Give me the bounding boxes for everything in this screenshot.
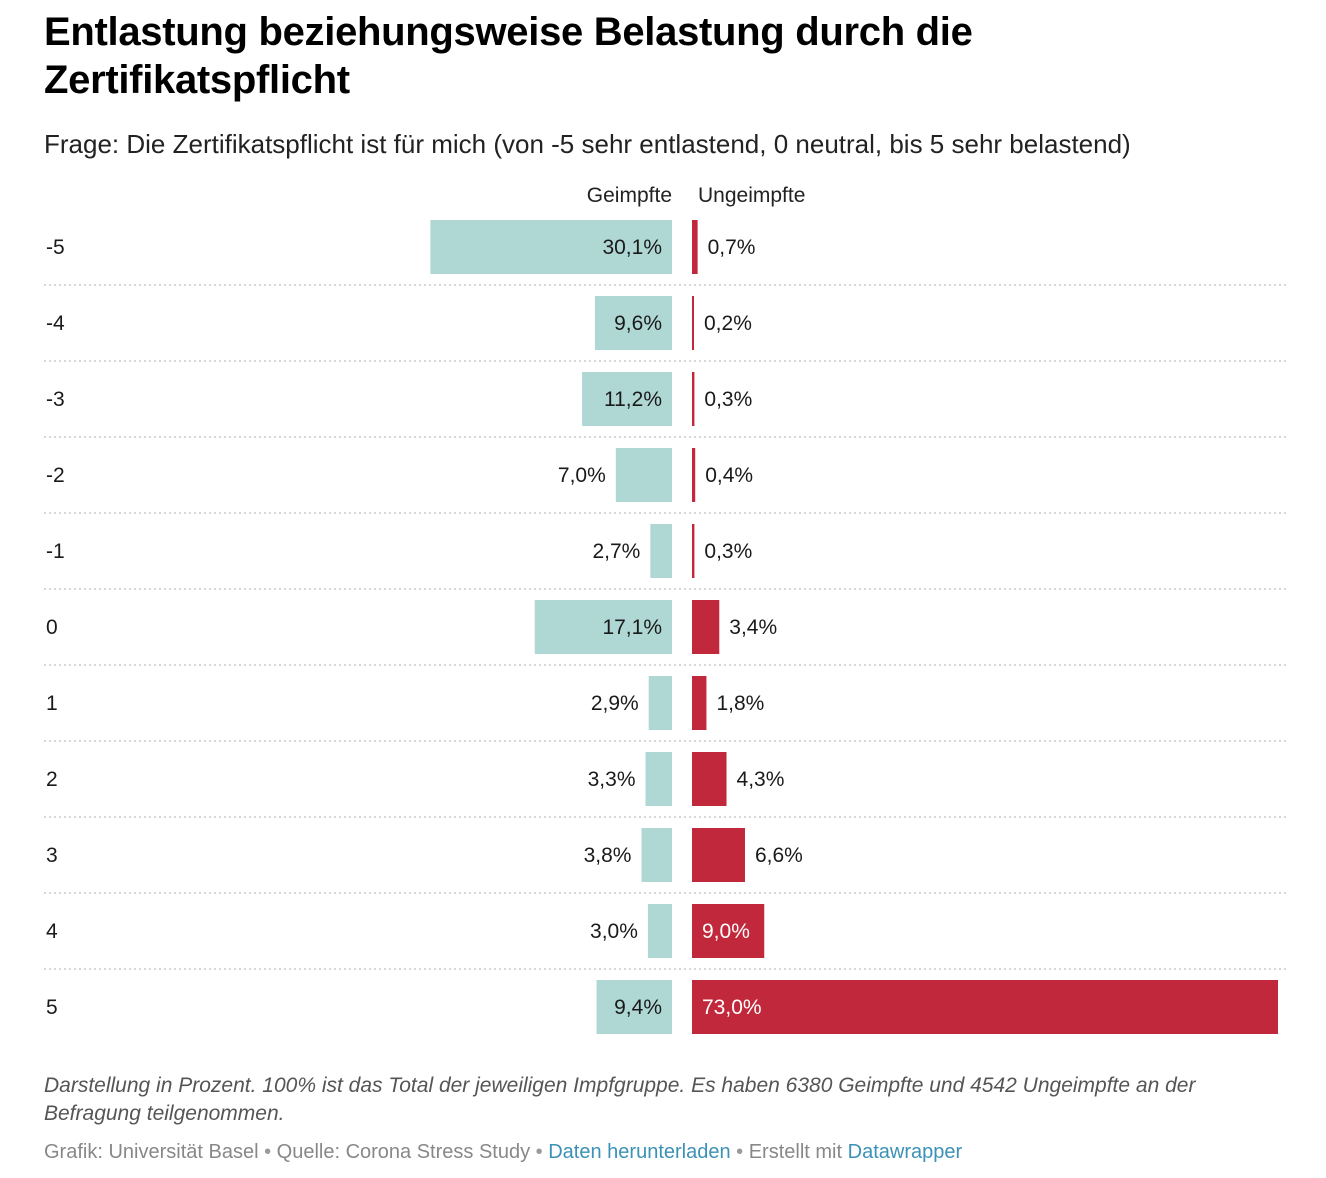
value-label-geimpfte: 30,1% (602, 236, 662, 259)
series-header-ungeimpfte: Ungeimpfte (698, 184, 806, 207)
bar-geimpfte (650, 524, 672, 578)
bar-geimpfte (615, 448, 672, 502)
chart-footer: Grafik: Universität Basel • Quelle: Coro… (44, 1138, 1294, 1166)
category-label: 5 (46, 996, 58, 1019)
credit-quelle: Quelle: Corona Stress Study (276, 1141, 531, 1163)
bar-ungeimpfte (692, 372, 695, 426)
value-label-ungeimpfte: 0,7% (708, 236, 756, 259)
category-label: 4 (46, 920, 58, 943)
value-label-ungeimpfte: 0,3% (704, 540, 752, 563)
footer-separator: • (530, 1141, 549, 1163)
value-label-ungeimpfte: 9,0% (702, 920, 750, 943)
bar-geimpfte (582, 372, 672, 426)
value-label-geimpfte: 2,7% (592, 540, 640, 563)
bar-ungeimpfte (692, 980, 1278, 1034)
value-label-geimpfte: 2,9% (591, 692, 639, 715)
bar-ungeimpfte (692, 220, 698, 274)
category-label: -4 (46, 312, 65, 335)
credit-erstellt: Erstellt mit (748, 1141, 848, 1163)
bar-geimpfte (648, 676, 672, 730)
value-label-geimpfte: 3,0% (590, 920, 638, 943)
bar-ungeimpfte (692, 600, 720, 654)
value-label-ungeimpfte: 3,4% (729, 616, 777, 639)
category-label: -2 (46, 464, 65, 487)
value-label-geimpfte: 9,4% (614, 996, 662, 1019)
value-label-ungeimpfte: 0,3% (704, 388, 752, 411)
bar-ungeimpfte (692, 524, 695, 578)
bar-chart: -5 30,1% 0,7% -4 9,6% 0,2% -3 11,2% 0,3% -2 7,0% 0,… (44, 220, 1286, 1034)
footer-separator: • (730, 1141, 749, 1163)
series-header-geimpfte: Geimpfte (586, 184, 672, 207)
chart-subtitle: Frage: Die Zertifikatspflicht ist für mi… (44, 129, 1131, 159)
category-label: 1 (46, 692, 58, 715)
bar-ungeimpfte (692, 828, 745, 882)
bar-ungeimpfte (692, 676, 707, 730)
bar-geimpfte (596, 980, 672, 1034)
credit-grafik: Grafik: Universität Basel (44, 1141, 259, 1163)
value-label-ungeimpfte: 0,4% (705, 464, 753, 487)
value-label-ungeimpfte: 0,2% (704, 312, 752, 335)
bar-ungeimpfte (692, 448, 696, 502)
bar-geimpfte (647, 904, 672, 958)
datawrapper-link[interactable]: Datawrapper (847, 1141, 963, 1163)
bar-geimpfte (645, 752, 672, 806)
bar-geimpfte (594, 296, 672, 350)
chart-notes: Darstellung in Prozent. 100% ist das Tot… (44, 1074, 1196, 1125)
bar-ungeimpfte (692, 752, 727, 806)
value-label-ungeimpfte: 6,6% (755, 844, 803, 867)
bar-ungeimpfte (692, 904, 765, 958)
bar-ungeimpfte (692, 296, 694, 350)
category-label: -5 (46, 236, 65, 259)
category-label: -1 (46, 540, 65, 563)
bar-geimpfte (430, 220, 672, 274)
value-label-geimpfte: 11,2% (604, 388, 662, 411)
bar-geimpfte (534, 600, 672, 654)
download-data-link[interactable]: Daten herunterladen (548, 1141, 731, 1163)
value-label-geimpfte: 7,0% (558, 464, 606, 487)
chart-title: Entlastung beziehungsweise Belastung dur… (44, 10, 973, 102)
bar-geimpfte (641, 828, 672, 882)
category-label: 0 (46, 616, 58, 639)
value-label-ungeimpfte: 1,8% (716, 692, 764, 715)
category-label: 3 (46, 844, 58, 867)
category-label: 2 (46, 768, 58, 791)
footer-separator: • (258, 1141, 277, 1163)
value-label-geimpfte: 3,8% (584, 844, 632, 867)
value-label-ungeimpfte: 73,0% (702, 996, 762, 1019)
value-label-geimpfte: 17,1% (602, 616, 662, 639)
value-label-geimpfte: 9,6% (614, 312, 662, 335)
value-label-ungeimpfte: 4,3% (737, 768, 785, 791)
value-label-geimpfte: 3,3% (588, 768, 636, 791)
category-label: -3 (46, 388, 65, 411)
